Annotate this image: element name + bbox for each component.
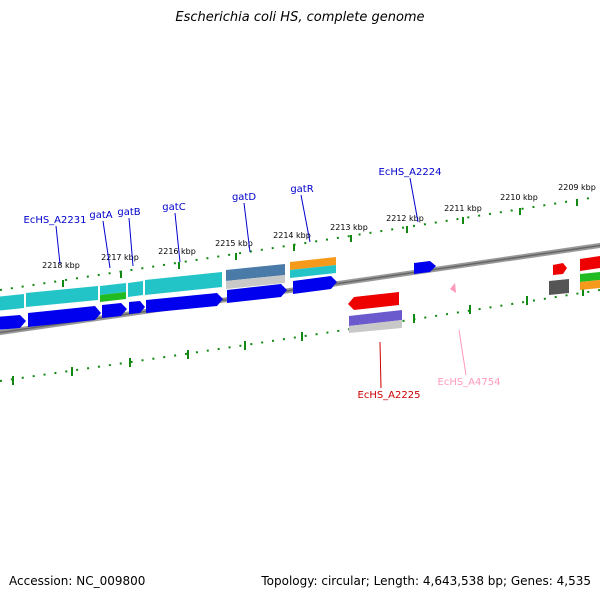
label-connectors	[55, 177, 467, 389]
forward-cds-row	[0, 256, 600, 330]
reverse-tick-row	[0, 289, 600, 382]
major-ticks-forward	[62, 199, 578, 287]
genome-summary-text: Topology: circular; Length: 4,643,538 bp…	[261, 574, 591, 588]
cyan-feature-row	[0, 257, 336, 311]
gene-label-echs-a2231[interactable]: EcHS_A2231	[24, 215, 87, 226]
accession-text: Accession: NC_009800	[9, 574, 146, 588]
major-ticks-reverse	[12, 287, 584, 385]
gene-label-gatd[interactable]: gatD	[232, 192, 256, 203]
gene-label-gata[interactable]: gatA	[89, 210, 112, 221]
gene-label-echs-a2225[interactable]: EcHS_A2225	[358, 390, 421, 401]
tick-label: 2211 kbp	[444, 204, 482, 213]
right-edge-features	[549, 272, 600, 295]
map-title: Escherichia coli HS, complete genome	[175, 10, 425, 25]
tick-label: 2209 kbp	[558, 183, 596, 192]
tick-label: 2215 kbp	[215, 239, 253, 248]
reverse-feature-row	[348, 283, 456, 333]
tick-label: 2218 kbp	[42, 261, 80, 270]
gene-label-gatb[interactable]: gatB	[117, 207, 140, 218]
tick-label: 2217 kbp	[101, 253, 139, 262]
gene-label-echs-a2224[interactable]: EcHS_A2224	[379, 167, 442, 178]
tick-label: 2210 kbp	[500, 193, 538, 202]
tick-label: 2214 kbp	[273, 231, 311, 240]
gene-label-gatr[interactable]: gatR	[290, 184, 313, 195]
gene-label-gatc[interactable]: gatC	[162, 202, 185, 213]
tick-label: 2212 kbp	[386, 214, 424, 223]
tick-label: 2213 kbp	[330, 223, 368, 232]
gene-label-echs-a4754[interactable]: EcHS_A4754	[438, 377, 501, 388]
tick-label: 2216 kbp	[158, 247, 196, 256]
